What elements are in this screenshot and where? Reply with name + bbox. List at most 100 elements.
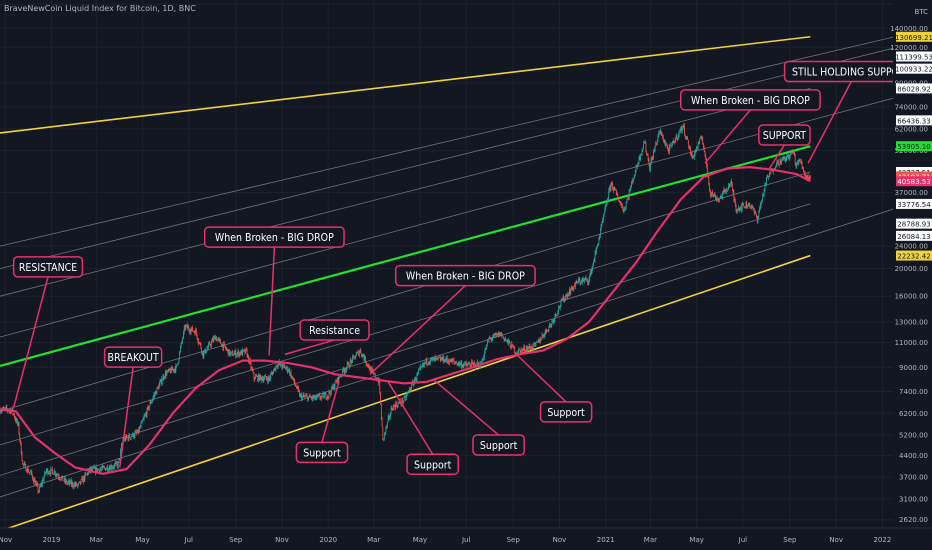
candle-body bbox=[36, 483, 38, 485]
candle-body bbox=[734, 199, 735, 201]
candle-body bbox=[753, 210, 755, 213]
candle-body bbox=[759, 205, 761, 208]
candle-body bbox=[756, 217, 758, 222]
candle-body bbox=[111, 465, 112, 469]
candle-body bbox=[743, 204, 745, 207]
candle-body bbox=[606, 204, 607, 206]
candle-body bbox=[708, 177, 710, 184]
candle-body bbox=[798, 159, 800, 163]
candle-body bbox=[508, 340, 510, 343]
candle-body bbox=[112, 467, 114, 468]
candle-body bbox=[395, 403, 397, 409]
candle-body bbox=[644, 142, 645, 144]
candle-body bbox=[806, 176, 807, 178]
candle-body bbox=[606, 201, 608, 205]
candle-body bbox=[233, 353, 235, 356]
candle-body bbox=[695, 150, 697, 152]
candle-body bbox=[43, 476, 45, 481]
candle-body bbox=[591, 267, 593, 274]
candle-body bbox=[74, 483, 76, 486]
candle-body bbox=[625, 207, 626, 209]
candle-body bbox=[191, 327, 193, 330]
candle-body bbox=[293, 378, 295, 383]
candle-body bbox=[272, 372, 274, 374]
candle-body bbox=[587, 282, 589, 283]
candle-body bbox=[509, 343, 511, 348]
x-tick-label: 2020 bbox=[319, 536, 337, 544]
candle-body bbox=[667, 146, 669, 149]
candle-body bbox=[170, 367, 172, 373]
candle-body bbox=[628, 197, 629, 198]
candle-body bbox=[515, 352, 516, 354]
candle-body bbox=[97, 469, 99, 472]
candle-body bbox=[700, 137, 702, 139]
candle-body bbox=[108, 470, 109, 471]
candle-body bbox=[60, 479, 61, 480]
candle-body bbox=[148, 406, 149, 410]
candle-body bbox=[235, 351, 237, 357]
candle-body bbox=[216, 337, 218, 341]
candle-body bbox=[685, 136, 687, 138]
candle-body bbox=[523, 347, 525, 350]
candle-body bbox=[580, 282, 582, 283]
candle-body bbox=[17, 419, 18, 424]
candle-body bbox=[116, 462, 118, 464]
candle-body bbox=[437, 357, 439, 359]
candle-body bbox=[550, 324, 552, 326]
candle-body bbox=[585, 278, 587, 280]
callout-pointer bbox=[768, 144, 786, 169]
candle-body bbox=[612, 183, 613, 189]
candle-body bbox=[763, 189, 765, 196]
candle-body bbox=[167, 370, 168, 373]
x-tick-label: May bbox=[689, 536, 703, 544]
candle-body bbox=[594, 252, 596, 260]
candle-body bbox=[437, 357, 438, 358]
candle-body bbox=[723, 189, 725, 193]
candle-body bbox=[804, 173, 806, 177]
candle-body bbox=[252, 368, 253, 371]
candle-body bbox=[788, 155, 790, 158]
candle-body bbox=[630, 186, 632, 191]
candle-body bbox=[408, 390, 409, 392]
candle-body bbox=[268, 377, 269, 382]
candle-body bbox=[331, 386, 333, 389]
candle-body bbox=[14, 414, 15, 418]
candle-body bbox=[269, 378, 271, 380]
candle-body bbox=[505, 339, 506, 341]
candle-body bbox=[319, 395, 321, 398]
candle-body bbox=[463, 364, 465, 367]
candle-body bbox=[534, 343, 536, 345]
candle-body bbox=[20, 439, 21, 443]
candle-body bbox=[661, 134, 663, 136]
candle-body bbox=[609, 187, 610, 191]
candle-body bbox=[506, 339, 508, 341]
candle-body bbox=[66, 480, 68, 484]
callout-box bbox=[539, 401, 593, 423]
price-tag bbox=[896, 115, 932, 126]
x-tick-label: Jul bbox=[461, 536, 471, 544]
candle-body bbox=[531, 345, 533, 349]
candle-body bbox=[452, 360, 454, 362]
candle-body bbox=[539, 339, 541, 343]
candle-body bbox=[236, 354, 237, 357]
candle-body bbox=[793, 151, 795, 154]
candle-body bbox=[736, 210, 738, 212]
candle-body bbox=[129, 434, 130, 438]
candle-body bbox=[158, 387, 159, 389]
candle-body bbox=[192, 327, 193, 332]
candle-body bbox=[382, 426, 384, 439]
candle-body bbox=[465, 362, 466, 364]
x-tick-label: May bbox=[135, 536, 149, 544]
price-tag-label: 130699.21 bbox=[895, 34, 932, 42]
candle-body bbox=[588, 278, 590, 283]
candle-body bbox=[792, 152, 794, 154]
candle-body bbox=[431, 358, 433, 360]
candle-body bbox=[645, 142, 647, 151]
candle-body bbox=[675, 135, 677, 139]
candle-body bbox=[242, 349, 244, 351]
candle-body bbox=[550, 324, 551, 326]
candle-body bbox=[313, 397, 315, 399]
candle-body bbox=[729, 184, 731, 188]
candle-body bbox=[653, 150, 655, 152]
